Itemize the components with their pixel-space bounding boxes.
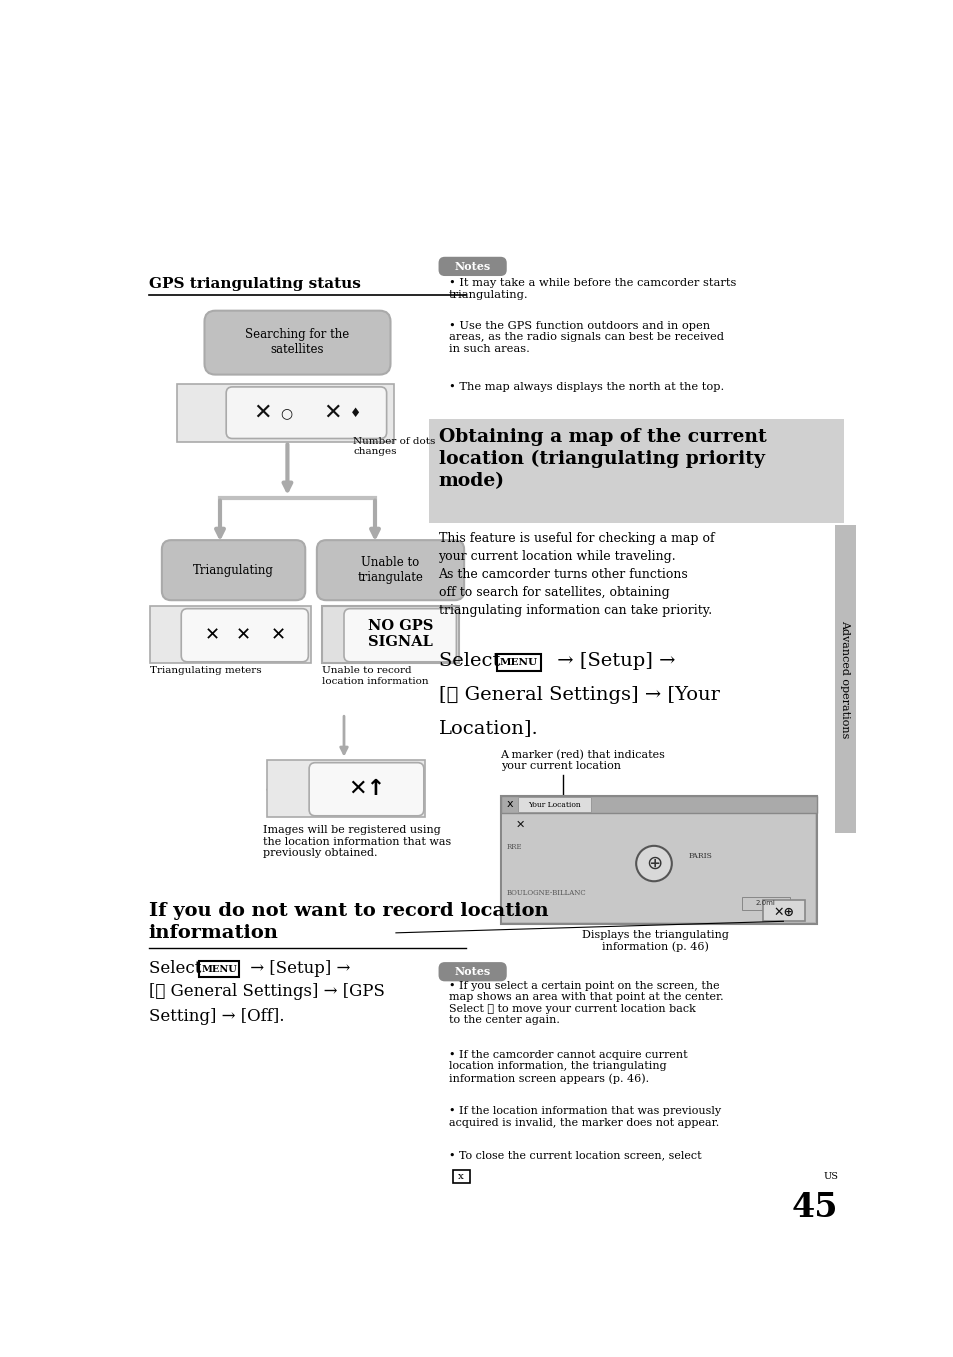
Text: x: x bbox=[506, 799, 513, 809]
Bar bbox=[199, 961, 239, 977]
Text: Number of dots
changes: Number of dots changes bbox=[353, 437, 436, 456]
Polygon shape bbox=[322, 624, 337, 646]
Text: NO GPS
SIGNAL: NO GPS SIGNAL bbox=[368, 619, 433, 649]
Bar bbox=[835, 525, 855, 833]
Text: Your Location: Your Location bbox=[527, 801, 580, 809]
FancyBboxPatch shape bbox=[438, 962, 506, 981]
Text: • If you select a certain point on the screen, the
map shows an area with that p: • If you select a certain point on the s… bbox=[448, 981, 722, 1026]
Bar bbox=[517, 798, 591, 811]
Text: ✕: ✕ bbox=[253, 403, 272, 423]
Bar bbox=[177, 384, 394, 441]
FancyBboxPatch shape bbox=[204, 311, 390, 375]
Text: ○: ○ bbox=[279, 406, 292, 421]
Bar bbox=[500, 795, 816, 924]
Text: PARIS: PARIS bbox=[688, 852, 712, 860]
Text: ✕⊕: ✕⊕ bbox=[772, 905, 793, 919]
Bar bbox=[429, 419, 843, 524]
Bar bbox=[500, 795, 816, 813]
Text: ♦: ♦ bbox=[350, 407, 361, 419]
Text: Select: Select bbox=[438, 651, 506, 670]
Text: MENU: MENU bbox=[499, 658, 537, 668]
Text: ✕: ✕ bbox=[205, 626, 219, 643]
Text: ✕: ✕ bbox=[323, 403, 341, 423]
Text: ✕↑: ✕↑ bbox=[348, 779, 385, 799]
Text: ✕: ✕ bbox=[235, 626, 251, 643]
Text: Notes: Notes bbox=[454, 966, 490, 977]
Text: Unable to
triangulate: Unable to triangulate bbox=[357, 556, 423, 584]
Text: x: x bbox=[457, 1172, 463, 1182]
Text: A marker (red) that indicates
your current location: A marker (red) that indicates your curre… bbox=[500, 749, 665, 772]
Bar bbox=[501, 798, 815, 921]
Text: Location].: Location]. bbox=[438, 719, 537, 737]
Text: • If the location information that was previously
acquired is invalid, the marke: • If the location information that was p… bbox=[448, 1106, 720, 1128]
Polygon shape bbox=[150, 624, 166, 646]
Text: GPS triangulating status: GPS triangulating status bbox=[149, 277, 360, 290]
Text: Select: Select bbox=[149, 959, 206, 977]
Bar bbox=[740, 897, 789, 909]
FancyBboxPatch shape bbox=[226, 387, 386, 438]
Polygon shape bbox=[266, 779, 283, 801]
Text: RRE: RRE bbox=[506, 843, 521, 851]
Text: • If the camcorder cannot acquire current
location information, the triangulatin: • If the camcorder cannot acquire curren… bbox=[448, 1050, 686, 1084]
FancyBboxPatch shape bbox=[181, 609, 308, 662]
Text: MENU: MENU bbox=[201, 965, 237, 973]
Text: This feature is useful for checking a map of
your current location while traveli: This feature is useful for checking a ma… bbox=[438, 532, 714, 617]
Bar bbox=[266, 760, 425, 817]
Text: • To close the current location screen, select: • To close the current location screen, … bbox=[448, 1149, 700, 1160]
Text: US: US bbox=[822, 1171, 838, 1181]
Bar bbox=[150, 605, 311, 664]
Text: Triangulating: Triangulating bbox=[193, 563, 274, 577]
Text: Notes: Notes bbox=[454, 261, 490, 271]
Text: Setting] → [Off].: Setting] → [Off]. bbox=[149, 1008, 284, 1026]
Bar bbox=[761, 900, 804, 921]
Text: 45: 45 bbox=[791, 1191, 838, 1224]
Text: • It may take a while before the camcorder starts
triangulating.: • It may take a while before the camcord… bbox=[448, 278, 735, 300]
FancyBboxPatch shape bbox=[162, 540, 305, 600]
Text: ⊕: ⊕ bbox=[645, 854, 661, 873]
Text: 2.0mi: 2.0mi bbox=[755, 900, 775, 906]
Text: Displays the triangulating
information (p. 46): Displays the triangulating information (… bbox=[581, 930, 728, 953]
FancyBboxPatch shape bbox=[438, 256, 506, 275]
Text: ✕: ✕ bbox=[271, 626, 285, 643]
Text: → [Setup] →: → [Setup] → bbox=[550, 651, 675, 670]
Text: • Use the GPS function outdoors and in open
areas, as the radio signals can best: • Use the GPS function outdoors and in o… bbox=[448, 320, 723, 354]
Text: • The map always displays the north at the top.: • The map always displays the north at t… bbox=[448, 383, 723, 392]
Bar bbox=[452, 1170, 469, 1183]
FancyBboxPatch shape bbox=[309, 763, 423, 816]
Text: Unable to record
location information: Unable to record location information bbox=[322, 666, 429, 685]
Bar bbox=[497, 654, 540, 672]
Text: ✕: ✕ bbox=[516, 820, 525, 830]
Text: [⚒ General Settings] → [GPS: [⚒ General Settings] → [GPS bbox=[149, 982, 384, 1000]
Text: BOULOGNE-BILLANC: BOULOGNE-BILLANC bbox=[506, 889, 586, 897]
FancyBboxPatch shape bbox=[344, 609, 456, 662]
Text: Images will be registered using
the location information that was
previously obt: Images will be registered using the loca… bbox=[262, 825, 451, 858]
Circle shape bbox=[636, 845, 671, 881]
Text: Searching for the
satellites: Searching for the satellites bbox=[245, 328, 349, 357]
FancyBboxPatch shape bbox=[316, 540, 464, 600]
Text: Advanced operations: Advanced operations bbox=[840, 620, 849, 738]
Text: [⚒ General Settings] → [Your: [⚒ General Settings] → [Your bbox=[438, 687, 719, 704]
Text: Triangulating meters: Triangulating meters bbox=[150, 666, 262, 676]
Bar bbox=[322, 605, 458, 664]
Text: → [Setup] →: → [Setup] → bbox=[245, 959, 350, 977]
Text: If you do not want to record location
information: If you do not want to record location in… bbox=[149, 902, 548, 942]
Polygon shape bbox=[177, 404, 192, 425]
Text: Obtaining a map of the current
location (triangulating priority
mode): Obtaining a map of the current location … bbox=[438, 429, 765, 490]
